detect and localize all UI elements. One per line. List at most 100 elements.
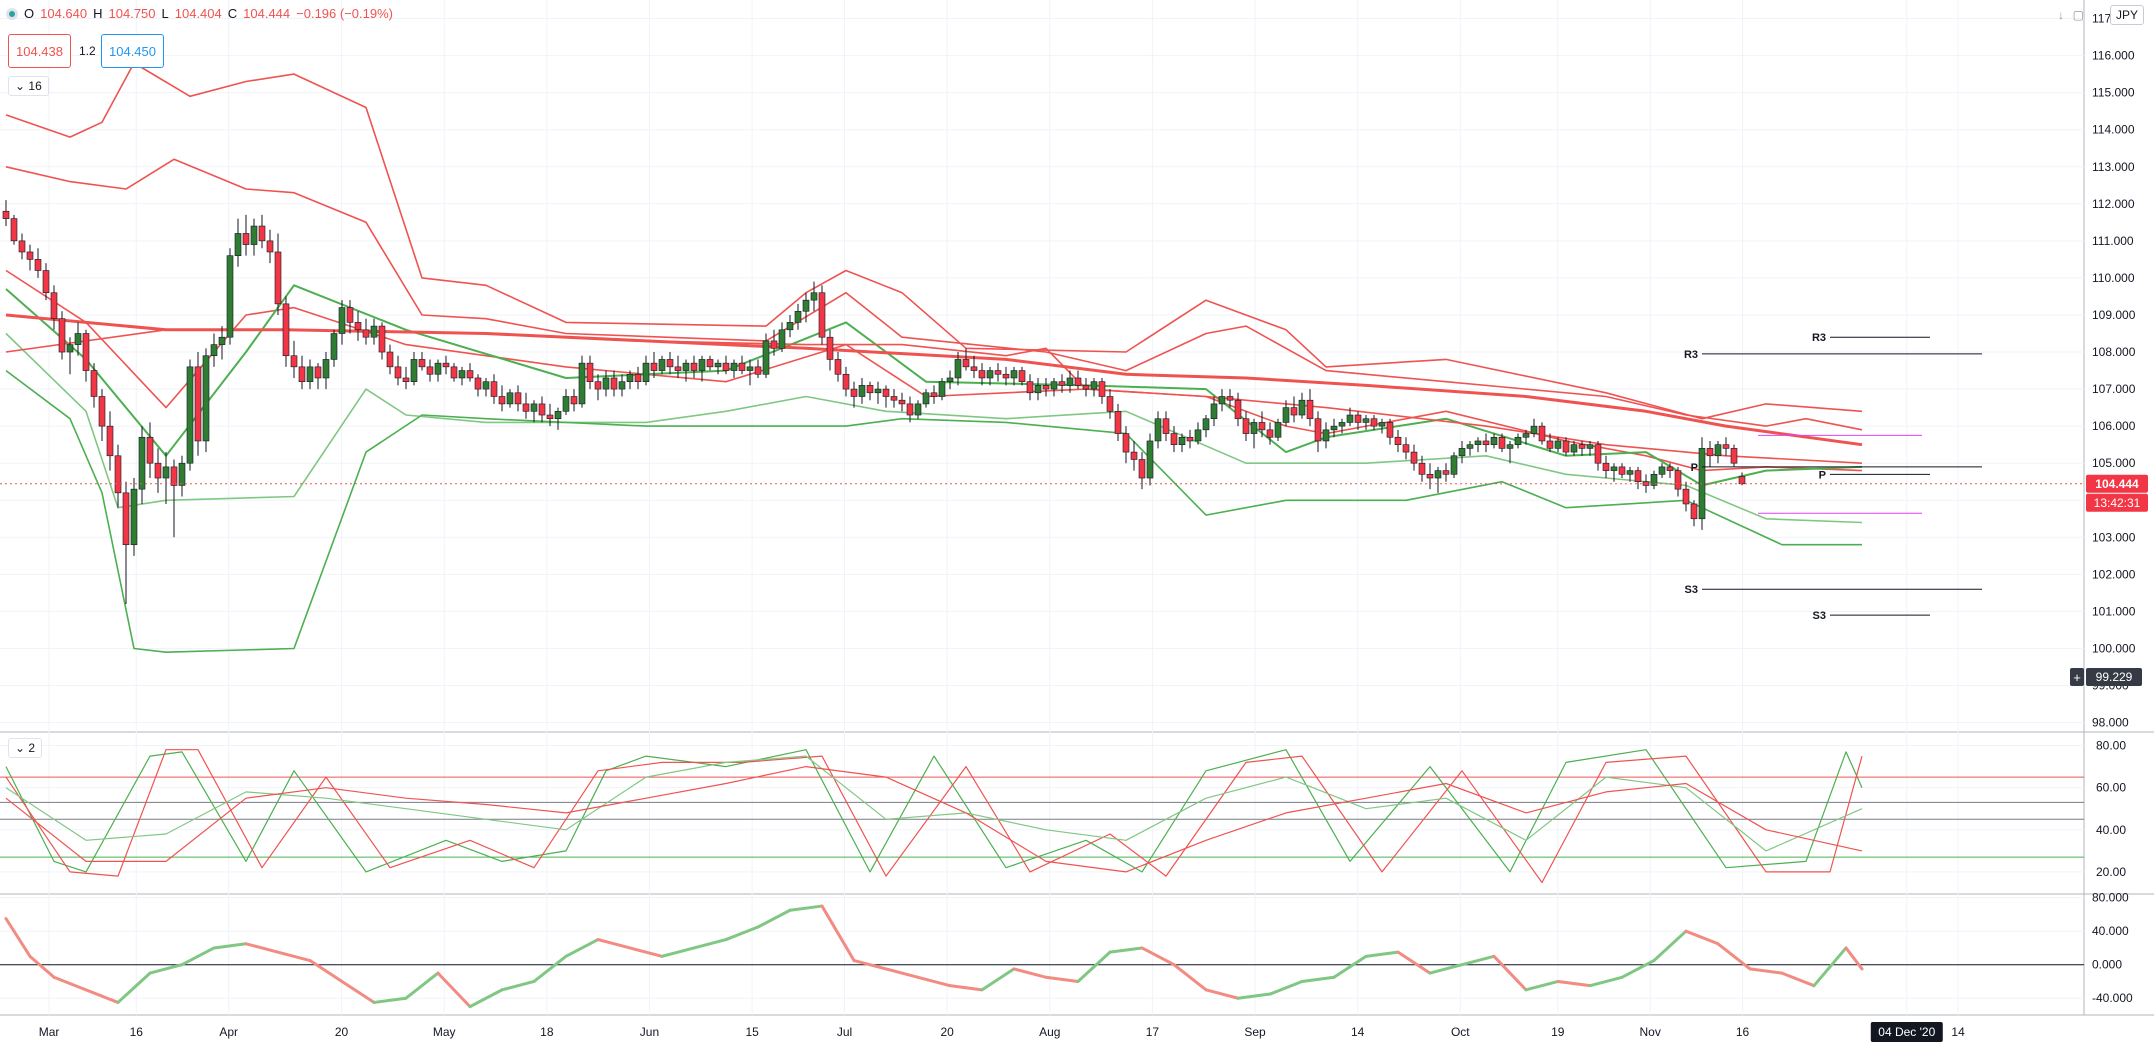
candle-body [1154, 418, 1162, 442]
candle-body [1106, 396, 1114, 412]
candle-body [746, 366, 754, 371]
price-indicators [5, 62, 1863, 653]
candle-body [1490, 436, 1498, 445]
candle-body [306, 366, 314, 382]
momentum-segment [1492, 954, 1528, 992]
time-tick-label: Aug [1039, 1025, 1060, 1039]
candle-body [90, 370, 98, 397]
price-tick-label: 114.000 [2092, 123, 2135, 137]
time-tick-label: 14 [1951, 1025, 1965, 1039]
candle-body [226, 255, 234, 338]
osc-tick-label: 40.00 [2096, 823, 2126, 837]
candle-body [650, 362, 658, 371]
candle-body [938, 381, 946, 397]
candle-body [1210, 403, 1218, 420]
candle-body [1618, 466, 1626, 475]
momentum-segment [180, 946, 216, 967]
arrow-down-icon[interactable]: ↓ [2058, 8, 2064, 22]
time-crosshair-label: 04 Dec '20 [1878, 1025, 1935, 1039]
add-alert-icon [2070, 668, 2084, 687]
price-tick-label: 103.000 [2092, 530, 2136, 544]
candle-body [794, 310, 802, 323]
candle-body [1042, 385, 1050, 390]
candle-body [1290, 407, 1298, 416]
candle-body [1202, 418, 1210, 431]
candle-body [26, 251, 34, 260]
candle-body [258, 225, 266, 242]
momentum-segment [1620, 959, 1656, 979]
candle-body [1394, 436, 1402, 445]
momentum-segment [1364, 950, 1400, 958]
candle-body [530, 403, 538, 412]
candle-body [826, 336, 834, 360]
currency-button[interactable]: JPY [2109, 5, 2144, 25]
candle-body [1426, 474, 1434, 479]
main-legend-toggle[interactable]: ⌄ 16 [8, 76, 49, 96]
candle-body [690, 362, 698, 371]
candle-body [1266, 429, 1274, 438]
candle-body [378, 325, 386, 353]
time-axis[interactable]: Mar 16 Apr 20 May 18 Jun 15 Jul 20 Aug 17 Sep 14 Oct 19… [39, 1022, 1965, 1042]
candle-body [594, 381, 602, 390]
momentum-segment [884, 967, 920, 979]
price-tick-label: 111.000 [2092, 234, 2134, 248]
momentum-segment [1172, 963, 1208, 992]
price-tick-label: 112.000 [2092, 197, 2135, 211]
high-value: 104.750 [108, 6, 156, 21]
candle-body [1034, 385, 1042, 394]
candle-body [1538, 425, 1546, 442]
candle-body [890, 396, 898, 401]
buy-button[interactable]: 104.450 [101, 34, 164, 68]
momentum-segment [1524, 979, 1560, 992]
indicator-line [5, 369, 1862, 653]
candle-body [346, 307, 354, 323]
candle-body [930, 392, 938, 397]
candle-body [1122, 433, 1130, 453]
candle-body [1402, 444, 1410, 453]
price-axis[interactable]: 117.000116.000115.000114.000113.000112.0… [2070, 12, 2148, 1006]
candle-body [1546, 440, 1554, 449]
candle-body [50, 292, 58, 319]
maximize-icon[interactable]: ▢ [2072, 8, 2084, 22]
momentum-tick-label: 80.000 [2092, 891, 2129, 905]
candle-body [66, 344, 74, 353]
candle-body [386, 351, 394, 368]
time-tick-label: Nov [1640, 1025, 1661, 1039]
momentum-segment [1460, 954, 1496, 967]
candle-body [682, 362, 690, 371]
momentum-segment [1780, 971, 1816, 988]
candle-body [618, 381, 626, 390]
momentum-segment [564, 938, 600, 958]
candle-body [578, 362, 586, 405]
momentum-segment [628, 946, 664, 958]
candle-body [242, 233, 250, 245]
candle-body [730, 362, 738, 371]
chevron-down-icon: ⌄ [15, 79, 26, 93]
time-tick-label: May [433, 1025, 456, 1039]
sell-button[interactable]: 104.438 [8, 34, 71, 68]
candle-body [162, 466, 170, 479]
time-tick-label: Jul [837, 1025, 852, 1039]
candle-body [1010, 370, 1018, 379]
candle-body [282, 303, 290, 357]
price-tick-label: 109.000 [2092, 308, 2136, 322]
osc-legend-toggle[interactable]: ⌄ 2 [8, 738, 43, 758]
candle-body [146, 436, 154, 464]
candle-body [1186, 436, 1194, 442]
candle-body [1586, 444, 1594, 449]
candle-body [1626, 470, 1634, 475]
candle-body [698, 359, 706, 371]
indicator-line [5, 329, 1863, 464]
candle-body [1370, 418, 1378, 427]
momentum-segment [1812, 946, 1848, 988]
candle-body [842, 373, 850, 390]
candle-body [434, 362, 442, 375]
plus-glyph: + [2073, 670, 2081, 685]
pivot-levels: R3 R3 P P S3 S3 [0, 332, 2084, 622]
candle-body [1146, 440, 1154, 479]
candle-body [2, 210, 10, 219]
momentum-segment [1428, 963, 1464, 975]
candle-body [1418, 462, 1426, 475]
candle-body [714, 362, 722, 368]
